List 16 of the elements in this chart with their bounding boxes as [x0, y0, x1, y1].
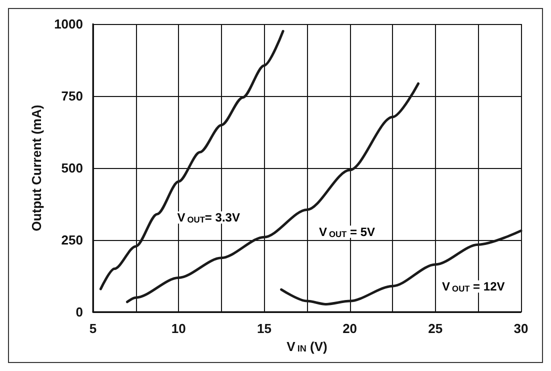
series-label: VOUT = 12V — [442, 279, 505, 294]
y-tick-label: 750 — [61, 88, 83, 104]
y-axis-title: Output Current (mA) — [29, 104, 44, 232]
y-tick-label: 1000 — [54, 16, 83, 32]
x-tick-label: 20 — [342, 321, 358, 336]
series-label: VOUT= 3.3V — [177, 210, 240, 225]
x-tick-label: 30 — [514, 321, 528, 336]
series-label: VOUT = 5V — [318, 224, 376, 239]
x-axis-title: VIN (V) — [286, 338, 328, 354]
x-tick-label: 5 — [89, 321, 97, 336]
x-tick-label: 15 — [256, 321, 272, 336]
y-tick-label: 0 — [76, 304, 83, 320]
y-tick-label: 250 — [61, 232, 83, 248]
x-tick-label: 25 — [428, 321, 443, 336]
x-tick-label: 10 — [171, 321, 186, 336]
y-tick-label: 500 — [61, 160, 83, 176]
